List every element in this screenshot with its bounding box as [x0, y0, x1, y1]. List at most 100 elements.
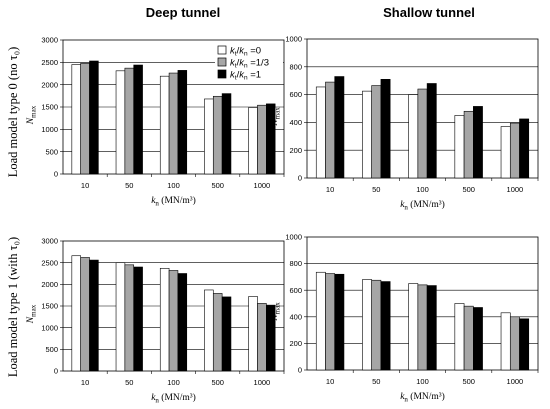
bar [519, 318, 530, 371]
legend-entry: kt/kn =0 [230, 46, 261, 58]
x-tick-label: 1000 [254, 181, 271, 190]
y-axis-label: Nmax [270, 107, 282, 127]
bar [500, 312, 511, 371]
bar [204, 289, 214, 372]
legend-entry: kt/kn =1/3 [230, 58, 269, 70]
y-tick-label: 1500 [41, 103, 58, 112]
x-tick-label: 1000 [507, 377, 524, 386]
chart-shallow-type1: 0 200 400 600 800 1000 10 50 100 500 1000 kn (MN/m³… [270, 233, 539, 404]
chart-deep-type0: 0 500 1000 1500 2000 2500 3000 10 50 100 500 1000 kn… [26, 36, 285, 208]
bar [426, 83, 437, 179]
bar [133, 266, 143, 372]
x-tick-label: 50 [372, 377, 380, 386]
bar [221, 93, 232, 175]
bar [177, 70, 188, 175]
x-tick-label: 100 [416, 185, 429, 194]
y-tick-label: 2500 [41, 258, 58, 267]
y-tick-label: 0 [54, 170, 58, 179]
x-tick-label: 1000 [507, 185, 524, 194]
bar [71, 255, 81, 372]
y-tick-label: 0 [298, 366, 302, 375]
bar [80, 62, 90, 175]
legend-swatch [217, 69, 227, 79]
x-tick-label: 50 [372, 185, 380, 194]
bar [159, 75, 170, 175]
y-tick-label: 1000 [285, 35, 302, 44]
bar [325, 81, 336, 179]
legend-swatch [217, 57, 227, 67]
bar [315, 271, 326, 371]
x-tick-label: 500 [211, 378, 224, 387]
y-axis-label: Nmax [26, 105, 38, 125]
bar [212, 95, 223, 175]
y-tick-label: 1500 [41, 302, 58, 311]
legend: kt/kn =0kt/kn =1/3kt/kn =1 [215, 43, 283, 83]
bar [124, 264, 135, 372]
y-tick-label: 200 [289, 146, 302, 155]
y-tick-label: 2000 [41, 280, 58, 289]
x-tick-label: 10 [81, 181, 89, 190]
y-tick-label: 0 [298, 174, 302, 183]
chart-deep-type1: 0 500 1000 1500 2000 2500 3000 10 50 100 500 1000 kn… [26, 237, 285, 405]
x-axis-label: kn (MN/m³) [151, 195, 196, 208]
bar [168, 270, 179, 372]
bar [266, 103, 276, 175]
bar [463, 110, 474, 179]
bar [509, 122, 520, 179]
bar [89, 60, 99, 175]
y-tick-label: 500 [45, 147, 58, 156]
y-tick-label: 2000 [41, 80, 58, 89]
bar [325, 273, 336, 371]
bar [89, 259, 99, 372]
legend-entry: kt/kn =1 [230, 70, 261, 82]
bar [371, 279, 382, 371]
y-axis-label-text: Nmax [26, 105, 38, 125]
y-tick-label: 400 [289, 118, 302, 127]
column-title-shallow: Shallow tunnel [383, 5, 475, 20]
x-axis-label: kn (MN/m³) [400, 391, 445, 404]
bar [426, 285, 437, 371]
x-tick-label: 10 [326, 377, 334, 386]
x-axis-label: kn (MN/m³) [151, 392, 196, 405]
y-axis-label: Nmax [270, 302, 282, 322]
bar [417, 88, 428, 179]
bar [124, 67, 135, 175]
bar [454, 115, 465, 179]
column-title-deep: Deep tunnel [146, 5, 220, 20]
bar [80, 257, 90, 372]
x-tick-label: 100 [167, 181, 180, 190]
bar [257, 104, 267, 175]
x-tick-label: 10 [326, 185, 334, 194]
bar [362, 279, 372, 371]
bar [159, 267, 170, 372]
y-tick-label: 800 [289, 62, 302, 71]
bar [417, 284, 428, 371]
x-tick-label: 100 [167, 378, 180, 387]
y-tick-label: 1000 [41, 125, 58, 134]
y-tick-label: 2500 [41, 58, 58, 67]
bar [212, 293, 223, 372]
bar [380, 79, 391, 179]
bar [71, 64, 81, 175]
y-tick-label: 600 [289, 90, 302, 99]
bar [168, 72, 179, 175]
bar [463, 305, 474, 371]
bar [334, 273, 345, 371]
bar [266, 304, 276, 372]
bar [248, 107, 258, 175]
y-tick-label: 500 [45, 345, 58, 354]
y-tick-label: 800 [289, 259, 302, 268]
x-tick-label: 500 [462, 377, 475, 386]
row-label-type1: Load model type 1 (with τ₀) [6, 237, 20, 377]
x-tick-label: 500 [211, 181, 224, 190]
bar [248, 296, 258, 372]
bar [371, 85, 382, 179]
y-axis-label-text: Nmax [26, 304, 38, 324]
bar [221, 296, 232, 372]
bar [473, 307, 483, 371]
y-tick-label: 200 [289, 339, 302, 348]
bar [408, 283, 419, 371]
bar [408, 94, 419, 179]
